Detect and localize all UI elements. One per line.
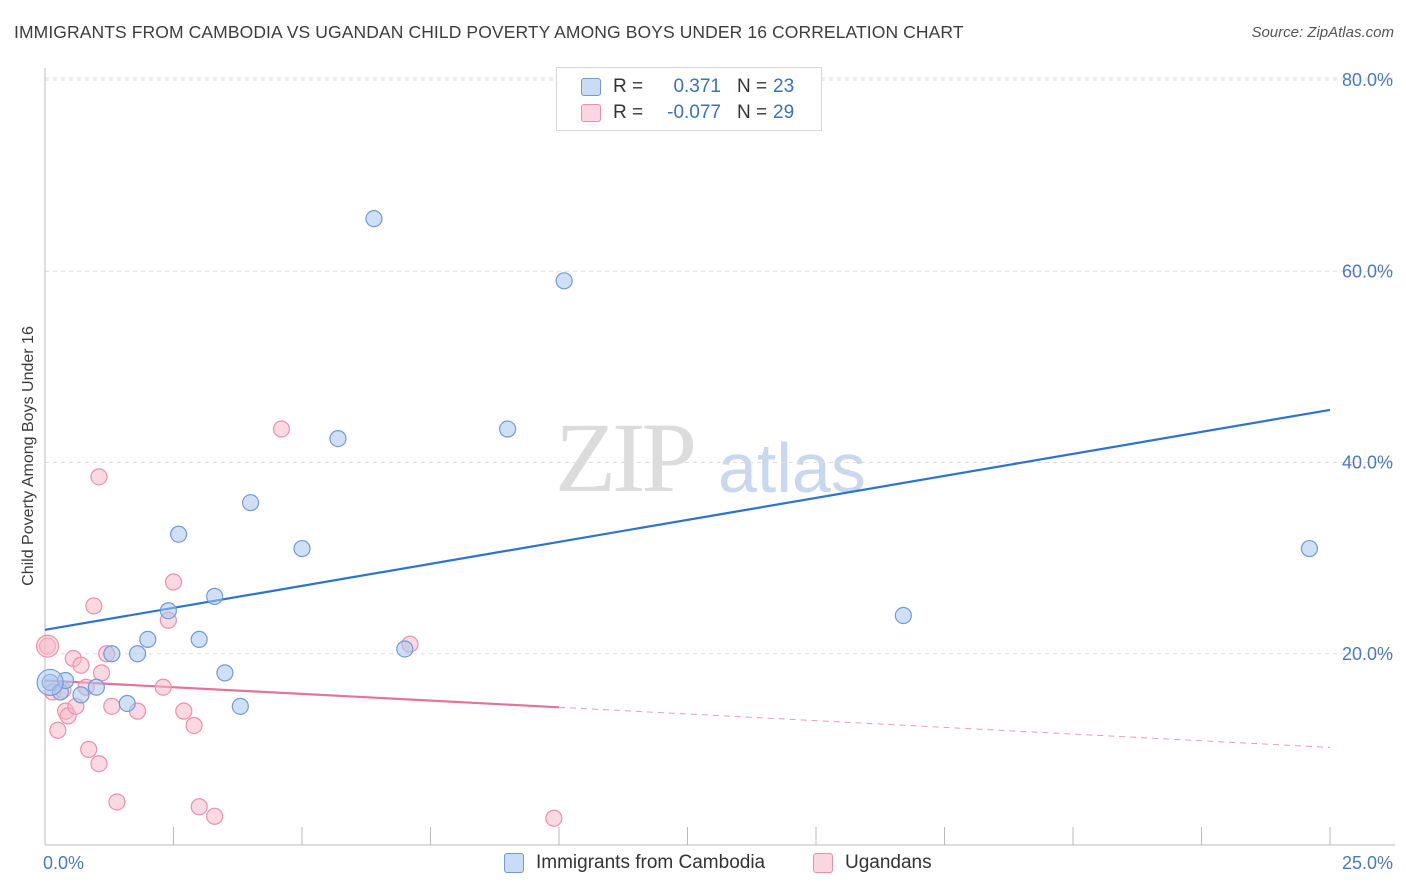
point-ugandans xyxy=(80,740,98,758)
legend-row-ugandans: R = -0.077 N = 29 xyxy=(581,100,794,126)
watermark-zip: ZIP xyxy=(555,402,697,513)
chart-title: IMMIGRANTS FROM CAMBODIA VS UGANDAN CHIL… xyxy=(14,22,964,42)
point-ugandans xyxy=(190,798,208,816)
point-cambodia xyxy=(329,429,347,448)
legend-swatch-ugandans xyxy=(581,104,601,122)
point-ugandans-large xyxy=(35,634,60,658)
series-legend: Immigrants from Cambodia Ugandans xyxy=(0,852,1406,878)
data-points xyxy=(35,210,1319,827)
point-ugandans xyxy=(154,678,172,696)
point-ugandans xyxy=(545,809,563,827)
legend-item-ugandans[interactable]: Ugandans xyxy=(813,852,932,874)
legend-swatch-cambodia xyxy=(581,78,601,96)
point-cambodia xyxy=(216,664,234,682)
point-cambodia xyxy=(72,686,90,704)
legend-r-value: 0.371 xyxy=(673,76,721,97)
legend-swatch-cambodia xyxy=(504,853,524,873)
point-ugandans xyxy=(206,807,224,825)
legend-n-label: N = xyxy=(737,102,768,123)
source-credit: Source: ZipAtlas.com xyxy=(1251,24,1394,41)
point-cambodia xyxy=(894,606,912,625)
point-cambodia xyxy=(128,645,147,663)
legend-row-cambodia: R = 0.371 N = 23 xyxy=(581,74,794,100)
trend-line-ugandans xyxy=(44,679,560,709)
y-axis-label: Child Poverty Among Boys Under 16 xyxy=(20,326,37,586)
y-tick-label: 60.0% xyxy=(1342,261,1393,281)
point-ugandans xyxy=(103,697,121,715)
axes xyxy=(44,68,1395,846)
point-ugandans xyxy=(164,573,183,591)
point-ugandans xyxy=(72,656,90,674)
y-tick-label: 80.0% xyxy=(1342,70,1393,90)
point-cambodia xyxy=(118,694,136,713)
x-tick-label: 25.0% xyxy=(1342,853,1393,873)
point-cambodia xyxy=(231,697,249,715)
point-cambodia xyxy=(190,630,208,649)
legend-r-value: -0.077 xyxy=(667,102,721,123)
point-ugandans xyxy=(272,420,291,438)
y-tick-label: 20.0% xyxy=(1342,644,1393,664)
legend-label-ugandans: Ugandans xyxy=(845,852,932,873)
legend-n-value: 23 xyxy=(773,76,795,97)
legend-r-label: R = xyxy=(613,102,644,123)
point-cambodia xyxy=(139,630,157,649)
point-ugandans xyxy=(85,597,103,615)
tick-labels: 20.0% 40.0% 60.0% 80.0% 0.0% 25.0% xyxy=(43,70,1393,873)
point-ugandans xyxy=(90,755,108,773)
point-cambodia xyxy=(1300,539,1319,558)
legend-n-value: 29 xyxy=(773,102,795,123)
point-cambodia xyxy=(170,525,188,543)
point-ugandans xyxy=(185,716,203,735)
correlation-legend: R = 0.371 N = 23 R = -0.077 N = 29 xyxy=(556,67,822,131)
point-cambodia xyxy=(206,587,224,605)
point-ugandans xyxy=(90,468,108,486)
point-cambodia xyxy=(555,272,573,290)
point-cambodia-large xyxy=(36,668,64,697)
trend-lines xyxy=(44,408,1331,748)
legend-r-label: R = xyxy=(613,76,644,97)
point-ugandans xyxy=(49,721,67,739)
point-cambodia xyxy=(499,420,517,438)
point-ugandans xyxy=(92,664,111,682)
point-ugandans xyxy=(108,793,126,811)
point-ugandans xyxy=(175,702,193,720)
x-tick-label: 0.0% xyxy=(43,853,84,873)
trend-line-cambodia xyxy=(44,408,1331,631)
point-cambodia xyxy=(242,494,260,512)
legend-swatch-ugandans xyxy=(813,853,833,873)
point-cambodia xyxy=(396,640,414,658)
point-cambodia xyxy=(293,539,311,558)
y-tick-label: 40.0% xyxy=(1342,453,1393,473)
grid-lines xyxy=(45,77,1395,655)
legend-label-cambodia: Immigrants from Cambodia xyxy=(536,852,766,873)
point-cambodia xyxy=(365,210,383,228)
point-cambodia xyxy=(159,602,177,620)
point-cambodia xyxy=(103,645,121,663)
legend-item-cambodia[interactable]: Immigrants from Cambodia xyxy=(504,852,765,874)
legend-n-label: N = xyxy=(737,76,768,97)
point-cambodia xyxy=(87,678,106,696)
trend-line-ugandans-projection xyxy=(558,706,1331,748)
